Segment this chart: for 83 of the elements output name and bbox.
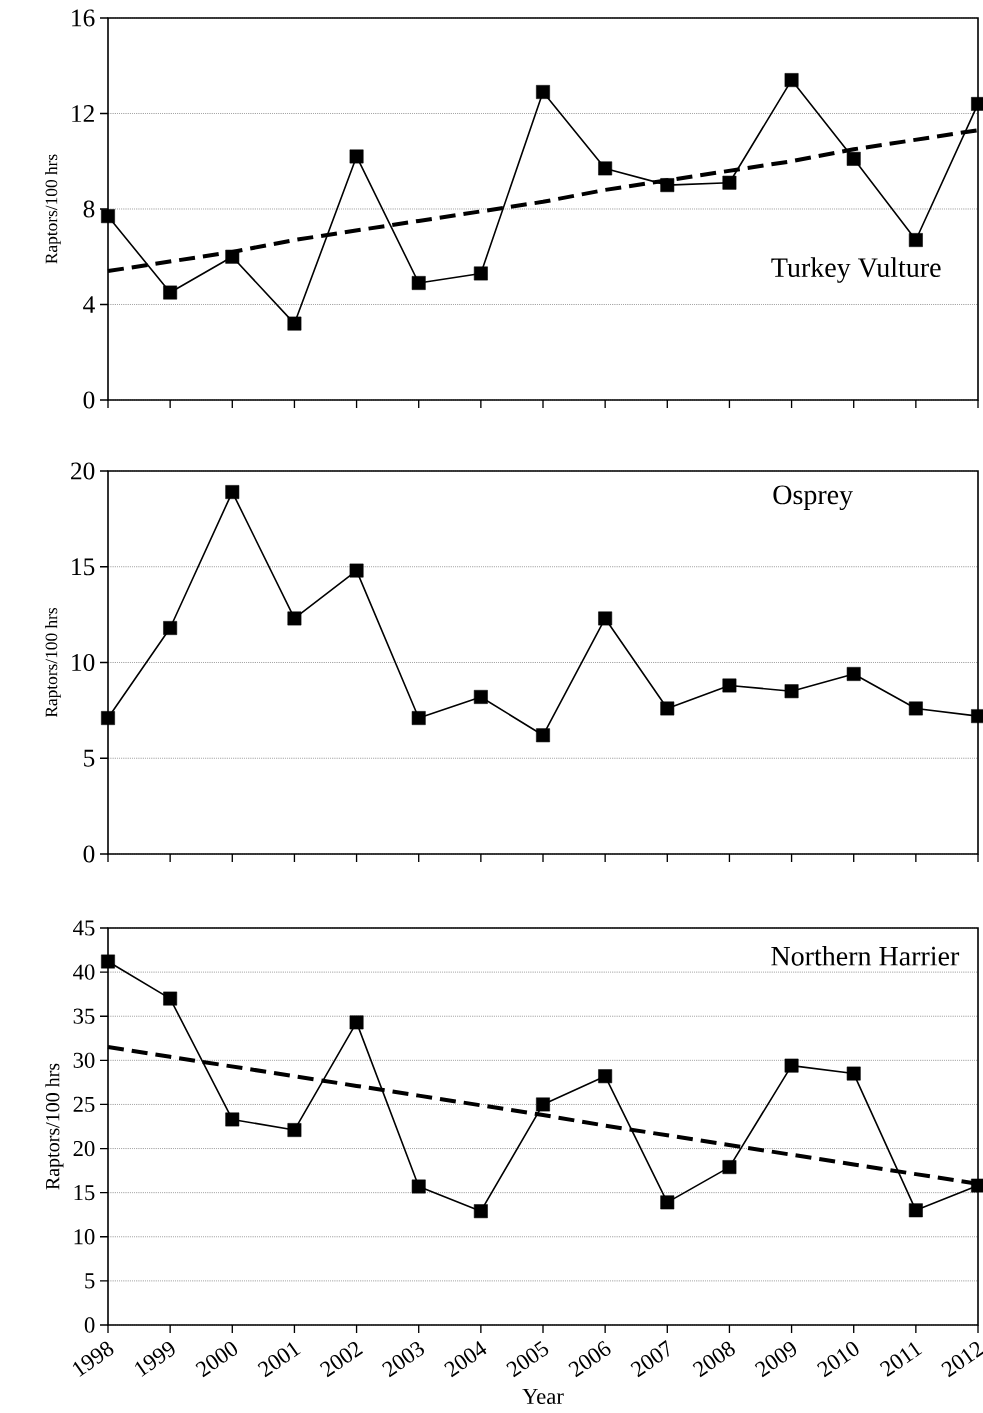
- y-axis-title: Raptors/100 hrs: [45, 607, 61, 718]
- y-tick-label: 45: [73, 920, 95, 936]
- point: [473, 1204, 488, 1219]
- point: [287, 611, 302, 626]
- y-tick-label: 0: [83, 845, 95, 863]
- point: [846, 667, 861, 681]
- point: [349, 563, 364, 578]
- y-tick-label: 20: [73, 1140, 95, 1157]
- y-tick-label: 20: [71, 462, 95, 480]
- y-tick-label: 40: [73, 964, 95, 980]
- point: [225, 485, 240, 499]
- y-tick-label: 25: [73, 1096, 95, 1113]
- annotation: Northern Harrier: [771, 945, 960, 966]
- y-tick-label: 16: [72, 9, 95, 27]
- point: [287, 316, 302, 331]
- x-tick-label: 2011: [879, 1342, 923, 1377]
- point: [536, 1097, 550, 1112]
- point: [660, 701, 675, 716]
- point: [784, 73, 799, 87]
- point: [598, 611, 613, 626]
- point: [784, 684, 799, 699]
- point: [536, 728, 550, 743]
- point: [101, 954, 115, 969]
- point: [163, 621, 178, 635]
- x-tick-label: 2009: [754, 1342, 797, 1378]
- y-tick-label: 5: [84, 749, 95, 767]
- y-tick-label: 35: [73, 1008, 95, 1024]
- x-tick-label: 2004: [444, 1341, 487, 1378]
- y-tick-label: 0: [83, 391, 95, 409]
- x-tick-label: 1998: [72, 1341, 114, 1377]
- y-tick-label: 30: [73, 1052, 95, 1068]
- y-tick-label: 12: [72, 105, 94, 122]
- point: [411, 711, 426, 725]
- x-tick-label: 2002: [319, 1342, 364, 1378]
- point: [101, 711, 115, 725]
- point: [473, 266, 488, 281]
- y-axis-title: Raptors/100 hrs: [45, 1063, 64, 1190]
- point: [349, 1015, 364, 1030]
- annotation: Turkey Vulture: [771, 257, 941, 283]
- annotation: Osprey: [773, 485, 854, 511]
- x-tick-label: 2003: [381, 1341, 424, 1378]
- x-tick-label: 1999: [134, 1341, 175, 1377]
- y-tick-label: 15: [72, 558, 95, 576]
- y-tick-label: 10: [74, 1229, 95, 1245]
- point: [225, 249, 240, 264]
- point: [411, 276, 426, 290]
- point: [536, 85, 550, 99]
- point: [349, 149, 364, 164]
- point: [784, 1058, 799, 1073]
- point: [722, 1160, 737, 1175]
- point: [101, 209, 115, 224]
- point: [287, 1123, 302, 1137]
- y-tick-label: 10: [72, 653, 95, 672]
- x-tick-label: 2010: [816, 1341, 859, 1378]
- y-tick-label: 5: [85, 1273, 95, 1289]
- point: [908, 1203, 923, 1218]
- point: [598, 1069, 613, 1084]
- x-tick-label: 2006: [568, 1340, 611, 1378]
- x-tick-label: 2005: [506, 1340, 549, 1378]
- y-tick-label: 8: [83, 200, 95, 218]
- point: [660, 1195, 675, 1210]
- x-axis-title: Year: [522, 1388, 564, 1405]
- point: [722, 678, 737, 693]
- point: [163, 991, 178, 1006]
- y-tick-label: 4: [83, 296, 95, 313]
- point: [846, 1066, 861, 1081]
- x-tick-label: 2007: [630, 1340, 669, 1378]
- point: [411, 1179, 426, 1194]
- y-axis-title: Raptors/100 hrs: [45, 154, 61, 264]
- y-tick-label: 0: [84, 1317, 95, 1333]
- point: [660, 178, 675, 193]
- point: [846, 151, 861, 166]
- point: [908, 701, 923, 716]
- point: [598, 161, 613, 176]
- x-tick-label: 2008: [692, 1341, 735, 1378]
- x-tick-label: 2000: [195, 1341, 238, 1378]
- point: [908, 233, 923, 247]
- point: [225, 1112, 240, 1127]
- point: [722, 175, 737, 190]
- y-tick-label: 15: [74, 1185, 95, 1201]
- point: [163, 285, 178, 300]
- x-tick-label: 2001: [257, 1342, 301, 1378]
- point: [473, 690, 488, 704]
